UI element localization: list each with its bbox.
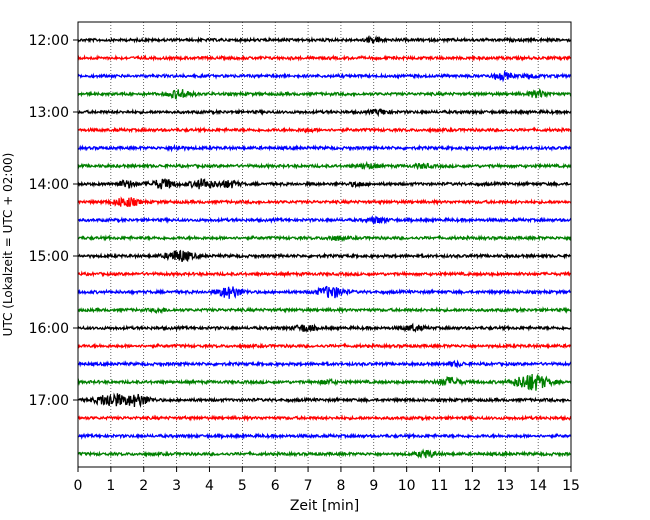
x-tick-label-8: 8 xyxy=(336,478,345,494)
trace-line-6 xyxy=(77,143,572,153)
trace-line-10 xyxy=(77,215,572,226)
x-tick-label-11: 11 xyxy=(431,478,449,494)
x-tick-label-3: 3 xyxy=(172,478,181,494)
y-axis-ticks: 12:00 13:00 14:00 15:00 16:00 17:00 xyxy=(29,33,78,409)
x-tick-label-10: 10 xyxy=(398,478,416,494)
trace-line-15 xyxy=(77,306,572,315)
x-tick-label-14: 14 xyxy=(529,478,547,494)
x-tick-label-5: 5 xyxy=(238,478,247,494)
trace-line-13 xyxy=(77,270,572,279)
trace-line-17 xyxy=(77,342,572,350)
x-tick-label-7: 7 xyxy=(304,478,313,494)
trace-line-20 xyxy=(77,392,572,409)
trace-line-14 xyxy=(77,285,572,299)
x-tick-label-13: 13 xyxy=(496,478,514,494)
trace-group xyxy=(77,34,572,459)
trace-line-0 xyxy=(77,34,572,44)
y-tick-label-3: 15:00 xyxy=(29,249,69,265)
plot-frame xyxy=(77,21,572,468)
trace-line-5 xyxy=(77,126,572,134)
trace-line-18 xyxy=(77,359,572,369)
trace-line-11 xyxy=(77,234,572,242)
x-tick-label-2: 2 xyxy=(139,478,148,494)
trace-line-12 xyxy=(77,249,572,262)
x-axis-ticks: 0 1 2 3 4 5 6 7 8 9 10 11 12 13 14 15 xyxy=(74,467,580,494)
trace-line-23 xyxy=(77,448,572,459)
x-axis-label: Zeit [min] xyxy=(290,498,359,514)
y-tick-label-0: 12:00 xyxy=(29,33,69,49)
trace-line-4 xyxy=(77,108,572,118)
y-axis-label: UTC (Lokalzeit = UTC + 02:00) xyxy=(1,153,15,337)
y-tick-label-1: 13:00 xyxy=(29,105,69,121)
y-tick-label-4: 16:00 xyxy=(29,321,69,337)
trace-line-8 xyxy=(77,178,572,190)
y-tick-label-5: 17:00 xyxy=(29,393,69,409)
trace-line-16 xyxy=(77,322,572,333)
x-tick-label-9: 9 xyxy=(369,478,378,494)
trace-line-22 xyxy=(77,432,572,441)
y-tick-label-2: 14:00 xyxy=(29,177,69,193)
trace-line-3 xyxy=(77,88,572,100)
x-tick-label-1: 1 xyxy=(106,478,115,494)
trace-line-1 xyxy=(77,54,572,62)
trace-line-9 xyxy=(77,196,572,208)
x-tick-label-6: 6 xyxy=(271,478,280,494)
trace-line-19 xyxy=(77,373,572,391)
x-tick-label-0: 0 xyxy=(74,478,83,494)
trace-line-21 xyxy=(77,414,572,423)
vertical-grid xyxy=(110,22,539,467)
trace-line-7 xyxy=(77,160,572,171)
trace-line-2 xyxy=(77,69,572,83)
x-tick-label-12: 12 xyxy=(463,478,481,494)
x-tick-label-4: 4 xyxy=(205,478,214,494)
x-tick-label-15: 15 xyxy=(562,478,580,494)
